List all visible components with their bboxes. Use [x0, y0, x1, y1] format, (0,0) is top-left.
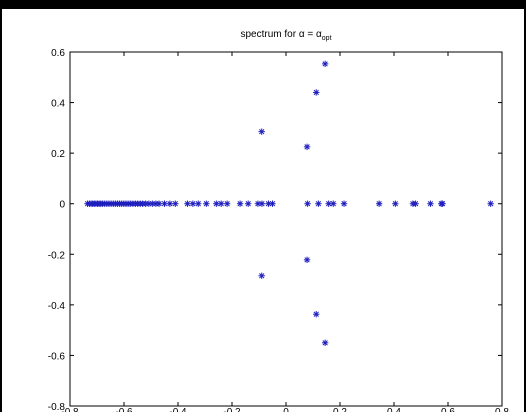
data-point: [487, 200, 494, 207]
data-point: [315, 200, 322, 207]
point-stroke: [341, 201, 347, 207]
x-axis: -0.8 -0.6 -0.4 -0.2 0 0.2 0.4 0.6 0.8: [61, 52, 509, 412]
chart-title-subscript: opt: [322, 35, 332, 42]
chart-title-main: spectrum for α = α: [240, 29, 322, 40]
y-axis: -0.8 -0.6 -0.4 -0.2 0 0.2 0.4 0.6: [48, 48, 502, 412]
point-stroke: [161, 201, 168, 207]
point-stroke: [322, 61, 328, 67]
data-point: [236, 200, 244, 207]
point-stroke: [259, 273, 265, 279]
data-point: [172, 200, 179, 207]
x-tick-label: -0.6: [115, 407, 133, 412]
data-point: [258, 128, 265, 135]
data-point: [321, 60, 329, 68]
data-point: [313, 311, 320, 318]
point-stroke: [203, 201, 210, 207]
x-tick-label: -0.4: [169, 407, 187, 412]
y-tick-label: -0.2: [48, 250, 66, 261]
data-points: [84, 60, 494, 346]
data-point: [184, 200, 191, 207]
point-stroke: [184, 201, 191, 207]
point-stroke: [213, 201, 219, 207]
point-stroke: [259, 128, 265, 135]
point-stroke: [255, 201, 261, 207]
data-point: [304, 200, 311, 207]
point-stroke: [412, 201, 419, 207]
y-tick-label: -0.8: [48, 402, 66, 412]
x-tick-label: -0.2: [223, 407, 241, 412]
point-stroke: [376, 201, 382, 207]
x-tick-label: 0: [283, 407, 289, 412]
window-left-border: [0, 9, 2, 412]
point-stroke: [218, 201, 224, 207]
x-tick-label: 0.2: [333, 407, 347, 412]
data-point: [427, 200, 434, 207]
point-stroke: [304, 144, 310, 150]
data-point: [303, 256, 311, 264]
y-tick-label: -0.4: [48, 301, 66, 312]
point-stroke: [224, 201, 230, 207]
data-point: [412, 200, 419, 207]
point-stroke: [172, 201, 178, 207]
point-stroke: [156, 201, 162, 207]
x-tick-label: 0.6: [441, 407, 455, 412]
point-stroke: [259, 201, 265, 207]
x-tick-label: -0.8: [61, 407, 79, 412]
plot-area: [69, 51, 503, 407]
point-stroke: [326, 201, 332, 207]
y-tick-label: 0.4: [51, 99, 65, 110]
data-point: [269, 200, 276, 207]
data-point: [203, 200, 210, 207]
window-right-border: [524, 9, 526, 412]
data-point: [258, 272, 265, 279]
point-stroke: [195, 201, 201, 207]
chart-title: spectrum for α = αopt: [240, 29, 331, 42]
point-stroke: [488, 201, 494, 207]
y-tick-label: 0.6: [51, 48, 65, 59]
point-stroke: [245, 201, 251, 207]
data-point: [439, 200, 446, 207]
point-stroke: [315, 201, 322, 207]
point-stroke: [190, 201, 196, 207]
data-point: [155, 200, 163, 207]
point-stroke: [330, 201, 336, 207]
data-point: [166, 200, 174, 207]
point-stroke: [269, 201, 276, 207]
data-point: [392, 200, 399, 207]
point-stroke: [427, 201, 434, 207]
y-tick-label: 0.2: [51, 149, 65, 160]
data-point: [340, 200, 348, 207]
y-tick-label: -0.6: [48, 351, 66, 362]
point-stroke: [313, 89, 319, 96]
point-stroke: [304, 201, 311, 207]
data-point: [189, 200, 197, 207]
point-stroke: [313, 311, 319, 317]
data-point: [218, 200, 225, 207]
point-stroke: [265, 201, 272, 207]
point-stroke: [322, 340, 328, 346]
point-stroke: [439, 201, 446, 207]
data-point: [245, 200, 252, 207]
data-point: [195, 200, 202, 207]
data-point: [321, 339, 329, 346]
x-tick-label: 0.8: [495, 407, 509, 412]
point-stroke: [167, 201, 173, 207]
data-point: [161, 200, 168, 207]
data-point: [375, 200, 383, 207]
point-stroke: [237, 201, 243, 207]
y-tick-label: 0: [59, 200, 65, 211]
point-stroke: [392, 201, 399, 207]
x-tick-label: 0.4: [387, 407, 401, 412]
window-top-border: [0, 0, 526, 9]
data-point: [303, 143, 311, 151]
data-point: [258, 200, 266, 207]
data-point: [223, 200, 231, 207]
data-point: [330, 200, 337, 207]
point-stroke: [304, 257, 310, 263]
data-point: [313, 89, 320, 96]
